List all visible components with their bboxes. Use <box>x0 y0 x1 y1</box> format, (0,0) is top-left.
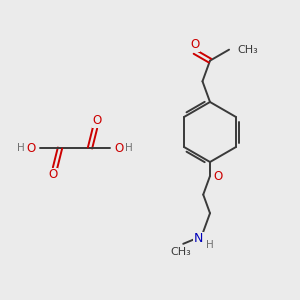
Text: O: O <box>48 169 58 182</box>
Text: O: O <box>92 115 102 128</box>
Text: O: O <box>213 170 223 184</box>
Text: N: N <box>194 232 203 245</box>
Text: CH₃: CH₃ <box>171 247 192 257</box>
Text: O: O <box>26 142 36 154</box>
Text: H: H <box>206 240 214 250</box>
Text: H: H <box>125 143 133 153</box>
Text: CH₃: CH₃ <box>237 45 258 55</box>
Text: O: O <box>190 38 200 51</box>
Text: H: H <box>17 143 25 153</box>
Text: O: O <box>114 142 124 154</box>
